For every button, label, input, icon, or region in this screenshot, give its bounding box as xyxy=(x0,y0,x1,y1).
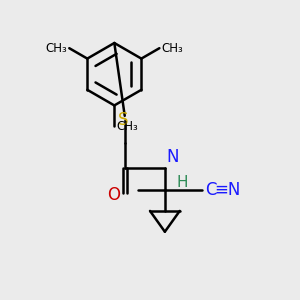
Text: CH₃: CH₃ xyxy=(161,42,183,55)
Text: S: S xyxy=(118,111,128,129)
Text: C: C xyxy=(205,181,217,199)
Text: ≡N: ≡N xyxy=(214,181,241,199)
Text: H: H xyxy=(177,175,188,190)
Text: N: N xyxy=(166,148,179,166)
Text: CH₃: CH₃ xyxy=(116,120,138,133)
Text: O: O xyxy=(107,186,120,204)
Text: CH₃: CH₃ xyxy=(46,42,68,55)
